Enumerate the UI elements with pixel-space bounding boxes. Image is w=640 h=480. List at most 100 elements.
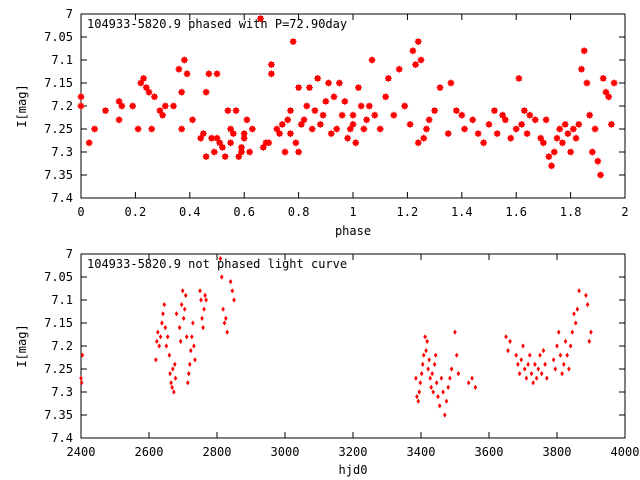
data-point: [470, 375, 474, 381]
data-point: [540, 139, 547, 147]
data-point: [591, 125, 599, 133]
data-point: [550, 148, 558, 156]
data-point: [182, 306, 187, 312]
data-point: [192, 343, 196, 349]
data-point: [517, 371, 522, 377]
data-point: [79, 375, 83, 381]
data-point: [425, 116, 433, 124]
data-point: [183, 70, 191, 78]
data-point: [319, 111, 327, 119]
x-tick-label: 1.6: [505, 205, 527, 219]
data-point: [352, 139, 360, 147]
data-point: [585, 302, 590, 308]
data-point: [257, 15, 264, 22]
data-point: [333, 125, 341, 133]
data-point: [417, 56, 425, 64]
data-point: [556, 329, 561, 335]
data-point: [322, 98, 330, 105]
data-point: [514, 352, 518, 358]
data-point: [199, 297, 203, 303]
data-point: [314, 75, 322, 82]
data-point: [414, 375, 418, 381]
data-point: [526, 111, 534, 119]
y-tick-label: 7: [66, 7, 73, 21]
data-point: [567, 366, 571, 372]
data-point: [431, 389, 436, 395]
data-point: [485, 121, 493, 128]
data-point: [365, 102, 373, 110]
data-point: [412, 61, 419, 68]
data-point: [173, 361, 177, 367]
data-point: [419, 371, 424, 377]
y-tick-label: 7.15: [44, 76, 73, 90]
x-tick-label: 0: [77, 205, 84, 219]
data-point: [504, 334, 508, 340]
x-tick-label: 2800: [203, 445, 232, 459]
x-tick-label: 1.8: [560, 205, 582, 219]
y-tick-label: 7.4: [51, 191, 73, 205]
data-point: [444, 398, 449, 404]
x-tick-label: 3400: [407, 445, 436, 459]
data-point: [161, 102, 169, 110]
data-point: [349, 111, 357, 119]
data-point: [160, 320, 164, 326]
data-point: [77, 102, 85, 110]
data-point: [430, 371, 435, 377]
data-point: [568, 343, 573, 349]
data-point: [201, 325, 205, 331]
plot-frame: [80, 253, 626, 439]
data-point: [227, 139, 234, 147]
data-point: [594, 157, 602, 165]
data-point: [137, 79, 145, 87]
data-point: [185, 380, 190, 386]
data-point: [541, 348, 546, 354]
data-point: [480, 139, 487, 147]
chart-unphased: 104933-5820.9 not phased light curve hjd…: [15, 247, 639, 477]
data-point: [186, 371, 191, 377]
data-points: [79, 256, 593, 418]
data-point: [344, 134, 351, 142]
data-point: [219, 144, 226, 151]
data-point: [599, 75, 607, 82]
data-point: [587, 338, 592, 344]
chart-phased: 104933-5820.9 phased with P=72.90day pha…: [15, 7, 629, 238]
data-point: [287, 130, 294, 137]
data-point: [177, 325, 182, 331]
y-tick-label: 7: [66, 247, 73, 261]
x-tick-label: 3000: [271, 445, 300, 459]
data-point: [522, 366, 527, 372]
data-point: [181, 315, 186, 321]
data-point: [184, 334, 189, 340]
data-point: [156, 107, 164, 114]
data-point: [426, 366, 430, 372]
data-point: [575, 306, 580, 312]
data-point: [175, 65, 183, 73]
data-point: [444, 130, 452, 137]
data-point: [512, 125, 520, 133]
data-point: [390, 111, 398, 119]
data-point: [597, 171, 604, 179]
data-point: [287, 107, 294, 114]
y-tick-label: 7.1: [51, 293, 73, 307]
x-tick-label: 0.4: [179, 205, 201, 219]
data-point: [418, 380, 423, 386]
y-axis-label: I[mag]: [15, 84, 29, 127]
x-tick-label: 1.4: [451, 205, 473, 219]
data-point: [537, 134, 545, 142]
data-point: [521, 343, 525, 349]
data-point: [570, 329, 575, 335]
data-point: [355, 84, 362, 91]
data-point: [569, 125, 577, 133]
data-point: [164, 343, 169, 349]
data-point: [473, 384, 478, 390]
data-point: [545, 375, 549, 381]
data-point: [142, 84, 150, 91]
data-point: [336, 79, 343, 87]
y-tick-label: 7.35: [44, 168, 73, 182]
data-point: [278, 121, 286, 128]
data-point: [572, 134, 580, 142]
data-point: [151, 93, 158, 101]
data-point: [553, 366, 558, 372]
data-point: [205, 70, 213, 78]
data-point: [227, 125, 234, 133]
